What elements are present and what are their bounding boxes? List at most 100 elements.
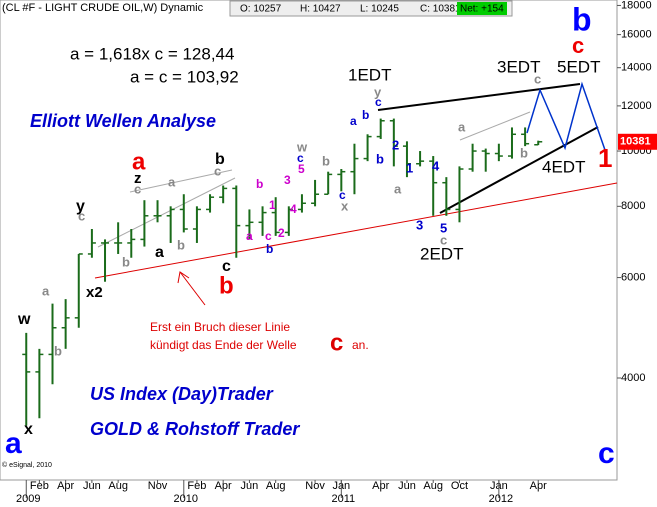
annotation: b [177,237,185,252]
annotation: c [440,232,447,247]
y-tick-label: 4000 [621,372,645,384]
lower-edt-line [439,126,599,214]
annotation: w [17,311,31,328]
annotation: b [122,254,130,269]
header-value: H: 10427 [300,4,341,15]
header-box [229,0,513,17]
arrow-line [179,271,206,306]
header-value: L: 10245 [360,4,399,15]
annotation: c [222,258,231,275]
annotation: a [42,283,50,298]
annotation: c [214,163,221,178]
x-tick-label: Apr [215,480,232,492]
x-tick-label: Apr [530,480,547,492]
annotation: w [296,139,308,154]
annotation: y [76,198,85,215]
annotation: a [394,181,402,196]
credit: © eSignal, 2010 [2,461,52,469]
annotation: b [362,108,369,122]
annotation: c [375,95,382,109]
annotation: z [134,170,142,187]
annotation: 5 [440,220,447,235]
channel-line [459,111,531,141]
annotation: an. [352,338,369,352]
x-tick-label: Apr [57,480,74,492]
annotation: 4 [432,158,440,173]
red-trendline [94,182,618,279]
annotation: c [330,329,343,356]
annotation: 3 [416,217,423,232]
upper-edt-line [377,83,581,111]
annotation: a = c = 103,92 [130,67,239,86]
annotation: 1EDT [348,65,391,84]
x-tick-label: Nov [305,480,325,492]
annotation: 1 [269,198,276,212]
annotation: a [458,119,466,134]
x-tick-label: Nov [148,480,168,492]
annotation: b [266,242,273,256]
annotation: 4 [290,202,297,216]
annotation: GOLD & Rohstoff Trader [90,419,300,439]
annotation: b [322,153,330,168]
header-net-bg [457,2,507,15]
x-tick-label: Oct [451,480,468,492]
annotation: a [5,427,22,460]
annotation: b [256,177,263,191]
x-tick-label: Jun [241,480,259,492]
chart-title: (CL #F - LIGHT CRUDE OIL,W) Dynamic [2,2,204,14]
channel-line [97,177,236,248]
annotation: c [598,437,615,470]
header-value: C: 10381 [420,4,461,15]
x-tick-label: Aug [423,480,443,492]
annotation: b [219,272,234,299]
x-tick-label: Jun [83,480,101,492]
annotation: 1 [598,143,612,173]
annotation: a [246,229,253,243]
annotation: x [24,421,33,438]
annotation: 2EDT [420,244,463,263]
annotation: a = 1,618x c = 128,44 [70,44,234,63]
annotation: c [78,208,85,223]
plot-area [0,0,618,481]
annotation: b [215,151,225,168]
annotation: 5 [298,162,305,176]
annotation: c [265,229,272,243]
annotation: 5EDT [557,57,600,76]
annotation: x [341,198,349,213]
annotation: 2 [278,226,285,240]
annotation: c [339,188,346,202]
annotation: 3 [284,173,291,187]
x-tick-label: Aug [266,480,286,492]
annotation: b [520,145,528,160]
annotation: a [168,174,176,189]
annotation: c [297,151,304,165]
annotation: Erst ein Bruch dieser Linie [150,320,290,334]
annotation: b [376,151,384,166]
y-tick-label: 8000 [621,200,645,212]
annotation: y [374,84,382,99]
arrow-head [177,271,190,284]
channel-line [129,169,233,193]
annotation: c [572,33,584,58]
y-tick-label: 14000 [621,62,652,74]
annotation: Elliott Wellen Analyse [30,111,216,131]
x-tick-label: Feb [187,480,206,492]
x-tick-label: Jun [398,480,416,492]
annotation: 2 [392,137,399,152]
x-tick-label: Aug [108,480,128,492]
annotation: 4EDT [542,157,585,176]
annotation: a [155,244,164,261]
y-tick-label: 6000 [621,271,645,283]
x-tick-label: Feb [30,480,49,492]
annotation: x2 [86,284,103,301]
annotation: b [54,343,62,358]
year-label: 2011 [331,493,355,505]
annotation: a [132,148,146,175]
annotation: 3EDT [497,57,540,76]
header-value: Net: +154 [460,4,504,15]
projection-path [526,81,606,151]
year-label: 2010 [174,493,198,505]
annotation: b [572,1,592,37]
annotation: c [534,71,541,86]
